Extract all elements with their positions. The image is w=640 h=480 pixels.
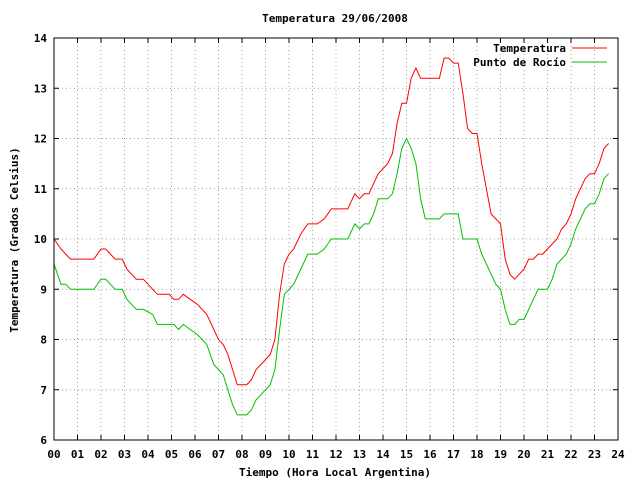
x-tick-label: 23 bbox=[588, 448, 601, 461]
y-tick-label: 14 bbox=[34, 32, 48, 45]
x-tick-label: 24 bbox=[611, 448, 625, 461]
x-tick-label: 16 bbox=[423, 448, 437, 461]
x-tick-label: 13 bbox=[353, 448, 366, 461]
x-tick-label: 12 bbox=[329, 448, 342, 461]
axis-ticks bbox=[53, 37, 619, 441]
y-tick-label: 12 bbox=[34, 133, 47, 146]
series-lines bbox=[53, 57, 609, 416]
x-tick-label: 21 bbox=[541, 448, 555, 461]
x-tick-label: 19 bbox=[494, 448, 507, 461]
grid bbox=[54, 38, 618, 440]
x-tick-label: 18 bbox=[470, 448, 483, 461]
legend: Temperatura Punto de Rocío bbox=[473, 42, 607, 69]
x-tick-label: 17 bbox=[447, 448, 460, 461]
x-tick-label: 00 bbox=[47, 448, 60, 461]
x-tick-label: 07 bbox=[212, 448, 225, 461]
x-tick-label: 20 bbox=[517, 448, 530, 461]
chart-title: Temperatura 29/06/2008 bbox=[262, 12, 408, 25]
series-line-temperatura bbox=[53, 57, 609, 386]
x-tick-label: 15 bbox=[400, 448, 413, 461]
x-tick-label: 09 bbox=[259, 448, 272, 461]
y-tick-label: 7 bbox=[40, 384, 47, 397]
y-tick-label: 6 bbox=[40, 434, 47, 447]
y-tick-label: 9 bbox=[40, 283, 47, 296]
x-tick-label: 08 bbox=[235, 448, 248, 461]
x-tick-label: 10 bbox=[282, 448, 295, 461]
legend-label-temperatura: Temperatura bbox=[493, 42, 566, 55]
y-axis-title: Temperatura (Grados Celsius) bbox=[8, 147, 21, 332]
x-axis-title: Tiempo (Hora Local Argentina) bbox=[239, 466, 431, 479]
y-tick-label: 10 bbox=[34, 233, 47, 246]
x-tick-label: 01 bbox=[71, 448, 85, 461]
x-tick-label: 02 bbox=[94, 448, 107, 461]
y-tick-label: 11 bbox=[34, 183, 48, 196]
y-tick-label: 13 bbox=[34, 82, 47, 95]
x-tick-label: 04 bbox=[141, 448, 155, 461]
x-tick-label: 14 bbox=[376, 448, 390, 461]
x-tick-label: 05 bbox=[165, 448, 178, 461]
tick-labels: 00 01 02 03 04 05 06 07 08 09 10 11 12 13 14 15 16 17 18 19… bbox=[34, 32, 625, 461]
x-tick-label: 22 bbox=[564, 448, 577, 461]
x-tick-label: 03 bbox=[118, 448, 131, 461]
x-tick-label: 06 bbox=[188, 448, 202, 461]
legend-label-punto-de-rocio: Punto de Rocío bbox=[473, 56, 566, 69]
y-tick-label: 8 bbox=[40, 334, 47, 347]
x-tick-label: 11 bbox=[306, 448, 320, 461]
series-line-punto-de-rocio bbox=[53, 137, 609, 416]
